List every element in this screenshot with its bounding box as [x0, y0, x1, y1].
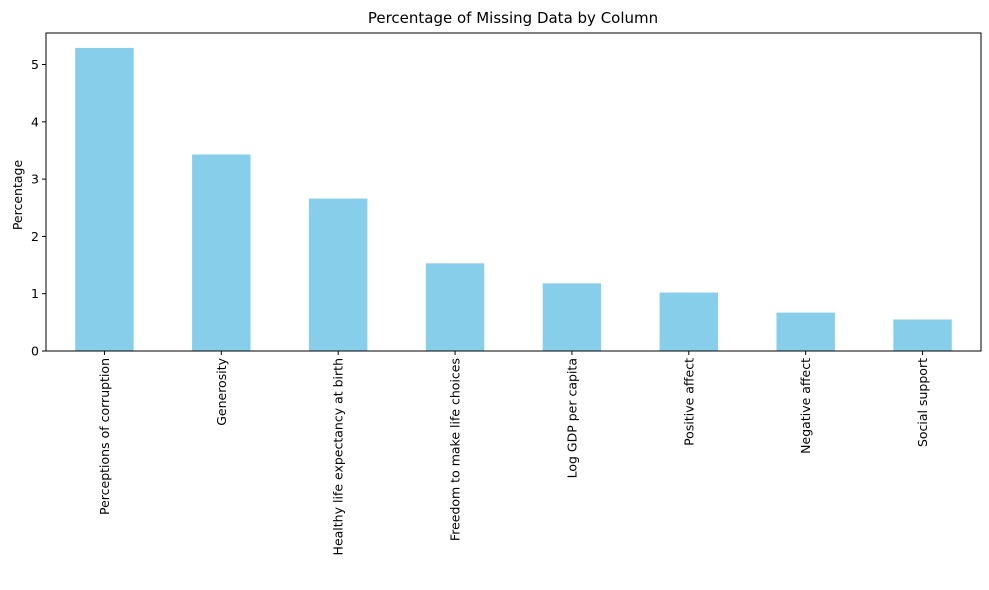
chart-title: Percentage of Missing Data by Column: [368, 9, 658, 27]
y-tick-label: 3: [31, 172, 39, 187]
bars-layer: [75, 47, 952, 351]
y-tick-label: 5: [31, 57, 39, 72]
bar-2: [192, 154, 251, 351]
x-tick-label: Generosity: [214, 357, 229, 425]
x-axis: Perceptions of corruption Generosity Healt…: [97, 351, 930, 555]
y-tick-label: 2: [31, 229, 39, 244]
y-tick-label: 1: [31, 286, 39, 301]
x-tick-label: Log GDP per capita: [564, 358, 579, 478]
y-tick-label: 4: [31, 114, 39, 129]
bar-3: [308, 198, 368, 351]
bar-7: [776, 312, 835, 351]
bar-4: [425, 263, 485, 351]
bar-1: [75, 47, 134, 351]
x-tick-label: Freedom to make life choices: [448, 358, 463, 541]
y-axis: 0 1 2 3 4 5: [31, 57, 46, 359]
x-tick-label: Negative affect: [798, 358, 813, 454]
bar-5: [542, 283, 602, 351]
bar-6: [659, 292, 719, 351]
bar-8: [893, 319, 952, 351]
x-tick-label: Positive affect: [681, 358, 696, 446]
x-tick-label: Social support: [915, 358, 930, 447]
y-tick-label: 0: [31, 344, 39, 359]
x-tick-label: Perceptions of corruption: [97, 358, 112, 515]
y-axis-label: Percentage: [10, 160, 25, 231]
x-tick-label: Healthy life expectancy at birth: [331, 358, 346, 555]
plot-area-frame: [45, 32, 982, 352]
